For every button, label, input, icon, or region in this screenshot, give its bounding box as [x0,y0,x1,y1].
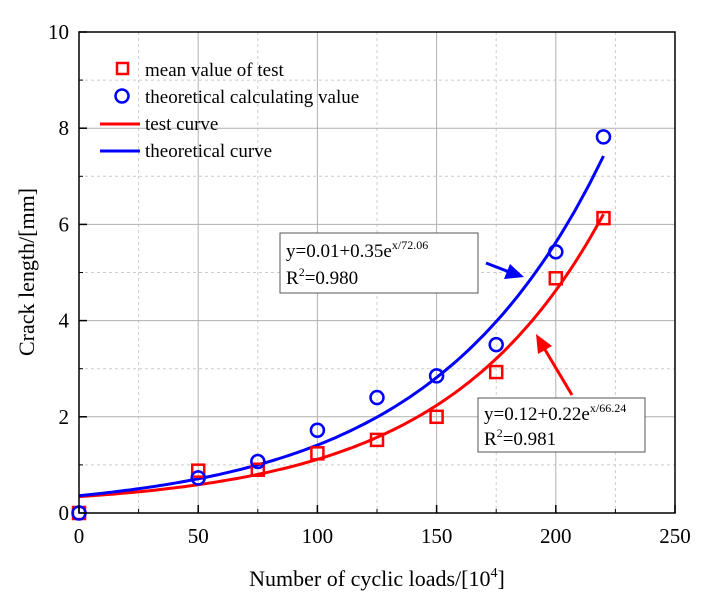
data-point-circle [369,389,385,406]
data-point-square [548,271,564,286]
arrow-head [536,334,552,354]
legend-label: theoretical calculating value [145,87,359,108]
annotation-test: y=0.12+0.22ex/66.24 R2=0.981 [477,334,646,453]
data-point-square [369,432,385,448]
x-tick-label: 250 [659,524,691,548]
y-tick-label: 10 [48,20,69,44]
data-point-square [488,364,504,380]
data-point-square [310,446,325,461]
data-point-square [250,462,266,477]
legend-marker-circle [114,88,130,104]
arrow-line [542,347,574,396]
svg-text:R2=0.981: R2=0.981 [484,426,556,450]
y-axis-label: Crack length/[mm] [14,188,39,356]
y-tick-label: 4 [59,309,70,333]
data-point-square [429,409,444,425]
x-tick-label: 200 [540,524,572,548]
y-tick-label: 8 [59,116,70,140]
data-point-square [190,463,206,478]
data-point-square [596,210,611,226]
data-point-circle [488,336,504,353]
legend: mean value of test theoretical calculati… [100,60,359,162]
data-point-circle [595,129,612,145]
x-tick-label: 150 [421,524,453,548]
x-tick-label: 50 [188,524,209,548]
grid [79,32,675,513]
annotation-theory: y=0.01+0.35ex/72.06 R2=0.980 [279,232,524,294]
y-tick-label: 6 [59,212,70,236]
legend-label: test curve [145,114,218,135]
fit-curve-test-curve [78,213,605,499]
fit-curves [78,155,605,499]
fit-curve-theoretical-curve [78,155,605,498]
legend-marker-square [115,61,130,76]
svg-text:y=0.12+0.22ex/66.24: y=0.12+0.22ex/66.24 [484,401,626,425]
data-point-circle [250,453,266,470]
data-point-circle [428,368,445,384]
svg-text:y=0.01+0.35ex/72.06: y=0.01+0.35ex/72.06 [286,238,428,262]
legend-label: mean value of test [145,60,284,81]
legend-label: theoretical curve [145,141,272,162]
x-tick-label: 100 [302,524,334,548]
svg-text:R2=0.980: R2=0.980 [286,265,358,289]
data-point-circle [309,422,326,439]
x-axis-label: Number of cyclic loads/[104] [249,566,505,591]
axis-ticks: 0 50 100 150 200 250 0 2 4 6 8 10 [48,20,691,548]
y-tick-label: 0 [59,501,70,525]
x-tick-label: 0 [74,524,85,548]
data-point-circle [548,244,564,260]
arrow-head [504,264,524,279]
y-tick-label: 2 [59,405,70,429]
data-point-circle [190,470,206,486]
